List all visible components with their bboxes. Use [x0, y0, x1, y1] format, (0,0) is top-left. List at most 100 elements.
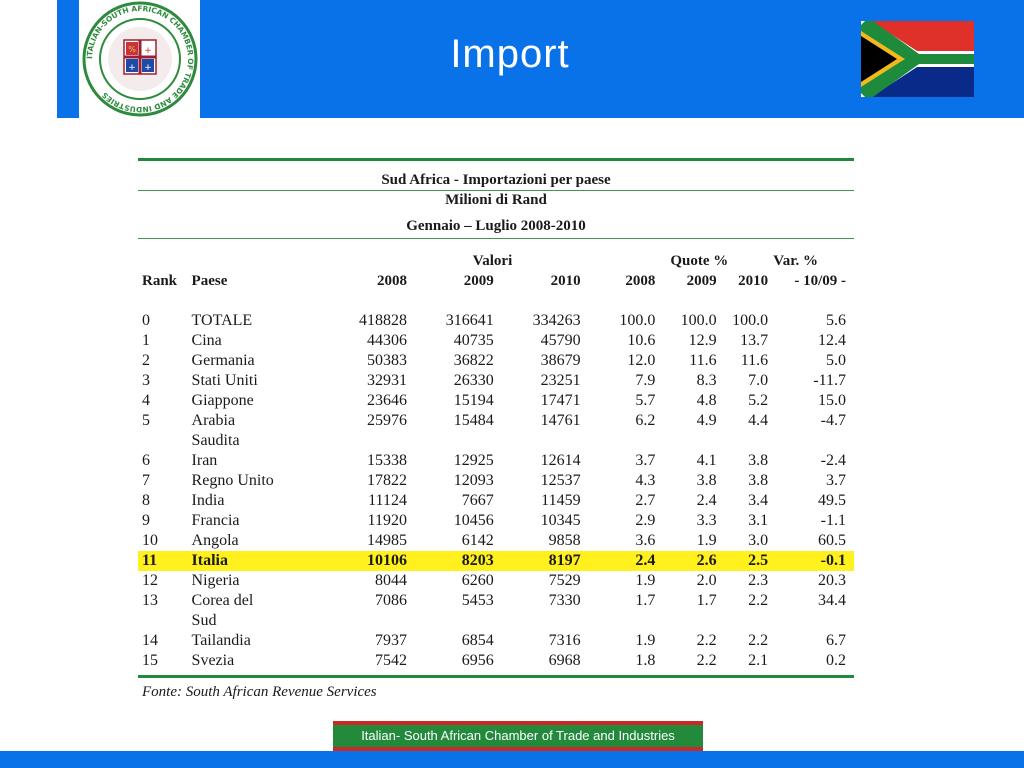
- quote-2010-cell: 2.5: [716, 551, 769, 571]
- col-header-quote-2008: 2008: [625, 273, 656, 289]
- var-cell: -11.7: [813, 372, 846, 389]
- page-title: Import: [450, 32, 570, 76]
- value-2010-cell: 12537: [540, 472, 581, 489]
- value-2009-cell: 316641: [445, 312, 494, 329]
- value-2008-cell: 14985: [366, 532, 407, 549]
- col-header-quote-2009: 2009: [686, 273, 717, 289]
- value-2008-cell: 11124: [368, 492, 407, 509]
- var-cell: -1.1: [820, 512, 846, 529]
- quote-2008-cell: 5.7: [635, 392, 656, 409]
- quote-2010-cell: 13.7: [740, 332, 769, 349]
- var-cell: 5.0: [826, 352, 846, 369]
- country-cell: Arabia: [191, 412, 236, 429]
- rank-cell: 6: [142, 452, 150, 469]
- value-2008-cell: 44306: [366, 332, 407, 349]
- quote-2009-cell: 3.8: [696, 472, 717, 489]
- table-row: 15 Svezia 7542 6956 6968 1.8 2.2 2.1 0.2: [138, 651, 854, 671]
- value-2010-cell: 17471: [540, 392, 581, 409]
- col-header-quote-2010: 2010: [738, 273, 769, 289]
- value-2009-cell: 8203: [406, 551, 494, 571]
- table-period: Gennaio – Luglio 2008-2010: [406, 218, 586, 234]
- quote-2010-cell: 3.8: [748, 452, 769, 469]
- quote-2009-cell: 100.0: [680, 312, 717, 329]
- quote-2010-cell: 4.4: [748, 412, 769, 429]
- var-cell: -0.1: [768, 551, 854, 571]
- quote-2008-cell: 100.0: [619, 312, 656, 329]
- var-cell: 0.2: [826, 652, 846, 669]
- quote-2009-cell: 1.9: [696, 532, 717, 549]
- value-2008-cell: 8044: [374, 572, 407, 589]
- quote-group-header: Quote %: [670, 253, 729, 269]
- logo-container: ITALIAN-SOUTH AFRICAN CHAMBER OF TRADE A…: [79, 0, 200, 118]
- country-cell: Giappone: [191, 392, 254, 409]
- country-cell: Germania: [191, 352, 255, 369]
- quote-2009-cell: 12.9: [688, 332, 717, 349]
- var-cell: 49.5: [818, 492, 846, 509]
- country-cell-continued: Sud: [191, 612, 217, 629]
- value-2010-cell: 7330: [548, 592, 581, 609]
- table-unit: Milioni di Rand: [445, 192, 547, 208]
- table-row: 5 Arabia 25976 15484 14761 6.2 4.9 4.4 -4.7: [138, 411, 854, 431]
- quote-2009-cell: 4.8: [696, 392, 717, 409]
- country-cell: Italia: [191, 551, 309, 571]
- table-row: 9 Francia 11920 10456 10345 2.9 3.3 3.1 -1.1: [138, 511, 854, 531]
- rank-cell: 11: [138, 551, 192, 571]
- quote-2010-cell: 5.2: [748, 392, 769, 409]
- table-row: 6 Iran 15338 12925 12614 3.7 4.1 3.8 -2.4: [138, 451, 854, 471]
- rank-cell: 15: [142, 652, 158, 669]
- value-2010-cell: 7529: [548, 572, 581, 589]
- var-cell: -2.4: [820, 452, 846, 469]
- table-row: 3 Stati Uniti 32931 26330 23251 7.9 8.3 7.0 -11.…: [138, 371, 854, 391]
- var-cell: 20.3: [818, 572, 846, 589]
- valori-group-header: Valori: [472, 253, 513, 269]
- rank-cell: 8: [142, 492, 150, 509]
- table-row: 1 Cina 44306 40735 45790 10.6 12.9 13.7 12.4: [138, 331, 854, 351]
- rank-cell: 14: [142, 632, 158, 649]
- var-cell: 5.6: [826, 312, 846, 329]
- quote-2010-cell: 3.0: [748, 532, 769, 549]
- value-2009-cell: 40735: [453, 332, 494, 349]
- rank-cell: 0: [142, 312, 150, 329]
- quote-2010-cell: 2.2: [748, 592, 769, 609]
- quote-2010-cell: 2.2: [748, 632, 769, 649]
- quote-2008-cell: 7.9: [635, 372, 656, 389]
- value-2008-cell: 418828: [358, 312, 407, 329]
- value-2008-cell: 7086: [374, 592, 407, 609]
- country-cell: Corea del: [191, 592, 254, 609]
- col-header-rank: Rank: [142, 273, 178, 289]
- source-note: Fonte: South African Revenue Services: [142, 684, 377, 700]
- value-2009-cell: 7667: [461, 492, 494, 509]
- var-cell: 6.7: [826, 632, 846, 649]
- var-cell: 34.4: [818, 592, 846, 609]
- table-row: 0 TOTALE 418828 316641 334263 100.0 100.0 100.0…: [138, 311, 854, 331]
- svg-text:+: +: [144, 46, 152, 56]
- quote-2009-cell: 2.2: [696, 652, 717, 669]
- quote-2009-cell: 2.2: [696, 632, 717, 649]
- table-row: 4 Giappone 23646 15194 17471 5.7 4.8 5.2 15.0: [138, 391, 854, 411]
- value-2008-cell: 7542: [374, 652, 407, 669]
- country-cell: Angola: [191, 532, 239, 549]
- var-cell: 12.4: [818, 332, 846, 349]
- country-cell: Nigeria: [191, 572, 240, 589]
- south-africa-flag: [861, 21, 974, 97]
- quote-2008-cell: 12.0: [627, 352, 656, 369]
- country-cell: TOTALE: [191, 312, 253, 329]
- svg-text:+: +: [144, 63, 152, 73]
- value-2010-cell: 9858: [548, 532, 581, 549]
- chamber-banner: Italian- South African Chamber of Trade …: [333, 721, 703, 751]
- table-bottom-rule: [138, 675, 854, 678]
- quote-2008-cell: 10.6: [627, 332, 656, 349]
- quote-2008-cell: 2.9: [635, 512, 656, 529]
- col-header-2008: 2008: [376, 273, 407, 289]
- country-cell: Svezia: [191, 652, 235, 669]
- table-row: 7 Regno Unito 17822 12093 12537 4.3 3.8 3.8 3.7: [138, 471, 854, 491]
- value-2008-cell: 11920: [367, 512, 407, 529]
- quote-2009-cell: 2.0: [696, 572, 717, 589]
- country-cell: Cina: [191, 332, 222, 349]
- chamber-banner-text: Italian- South African Chamber of Trade …: [361, 728, 675, 743]
- rank-cell: 12: [142, 572, 158, 589]
- col-header-paese: Paese: [191, 273, 228, 289]
- column-group-row: Valori Quote % Var. %: [138, 251, 854, 271]
- quote-2008-cell: 2.4: [580, 551, 656, 571]
- value-2010-cell: 10345: [540, 512, 581, 529]
